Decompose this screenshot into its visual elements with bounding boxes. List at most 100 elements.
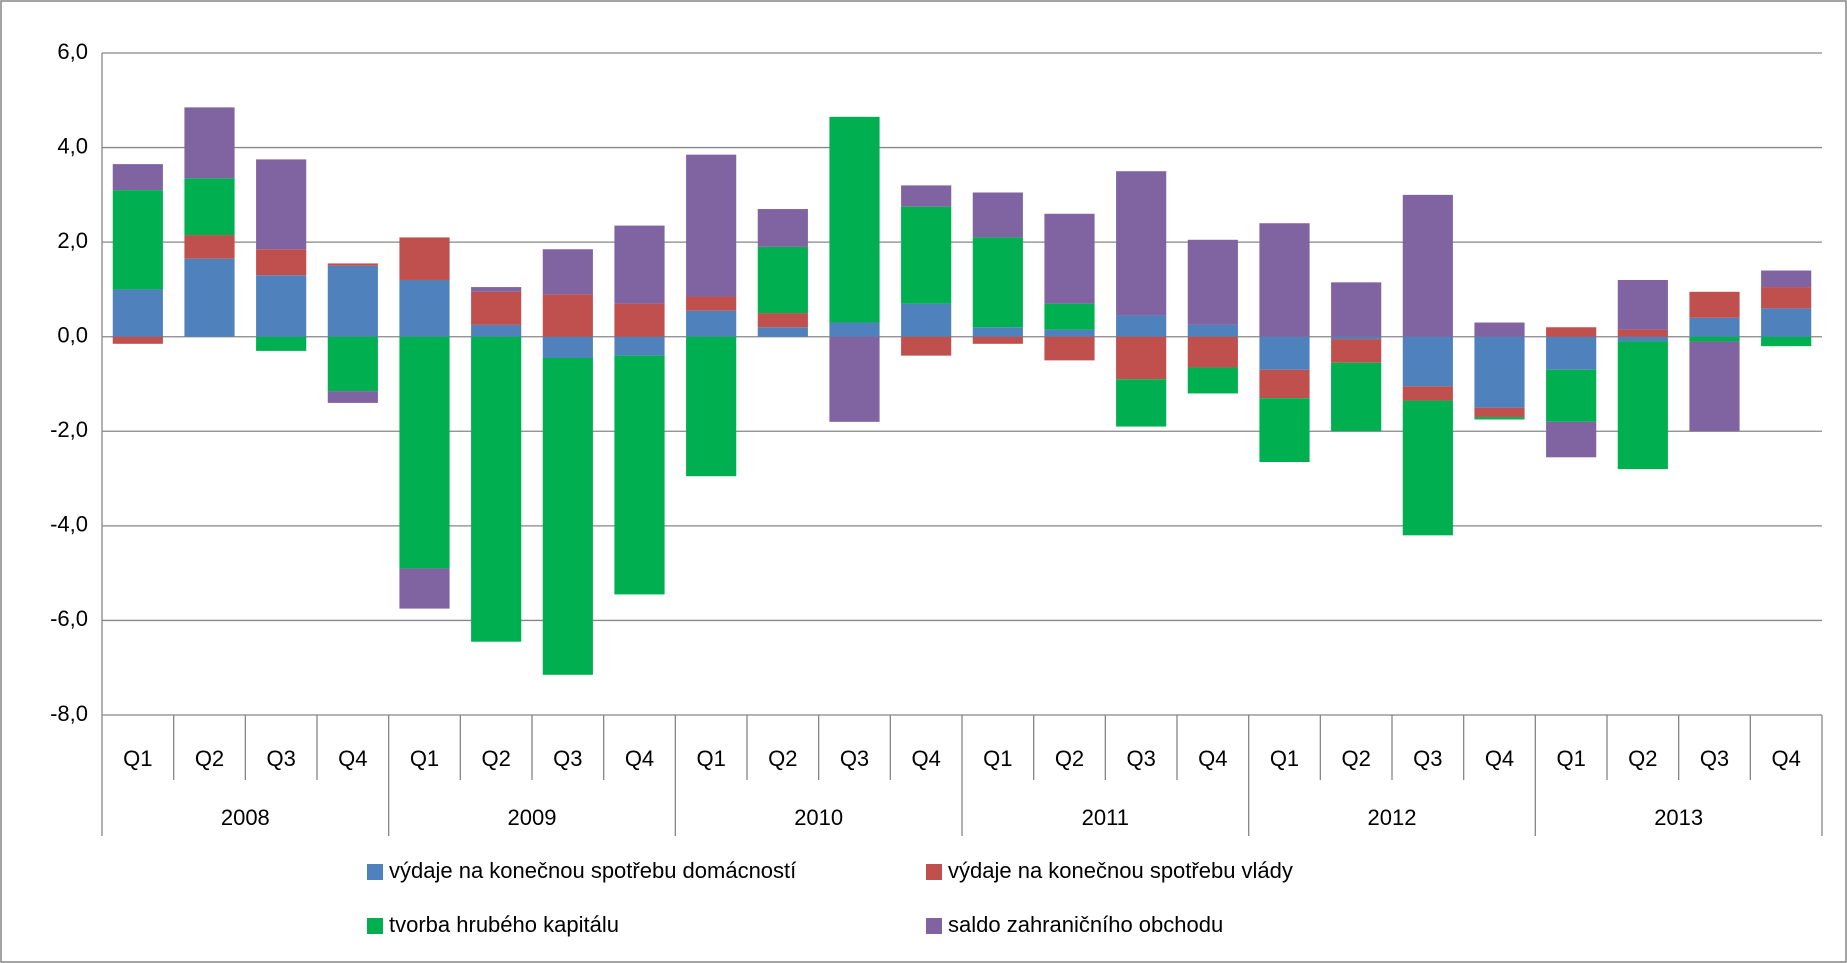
bar-segment <box>184 235 235 259</box>
bar-segment <box>1187 367 1238 394</box>
bar-segment <box>542 336 593 358</box>
bar-segment <box>399 279 450 337</box>
bar-segment <box>112 190 163 290</box>
bar-segment <box>471 324 522 337</box>
legend-swatch <box>367 918 383 934</box>
bar-segment <box>184 178 235 236</box>
bar-segment <box>1689 336 1740 342</box>
y-tick-label: 6,0 <box>57 39 88 64</box>
x-tick-label: Q3 <box>840 746 869 771</box>
bar-segment <box>112 164 163 191</box>
bar-segment <box>1761 270 1812 288</box>
x-tick-label: Q1 <box>1270 746 1299 771</box>
y-tick-label: 4,0 <box>57 133 88 158</box>
x-tick-label: Q2 <box>195 746 224 771</box>
bar-segment <box>1402 194 1453 337</box>
bar-segment <box>1761 336 1812 347</box>
bar-segment <box>1259 336 1310 370</box>
bar-segment <box>327 336 378 392</box>
bar-segment <box>901 303 952 337</box>
bar-segment <box>614 336 665 356</box>
bar-segment <box>471 291 522 325</box>
bar-segment <box>112 289 163 337</box>
bar-segment <box>1187 239 1238 325</box>
bar-segment <box>757 327 808 337</box>
bar-segment <box>686 336 737 477</box>
x-tick-label: Q1 <box>123 746 152 771</box>
x-tick-label: Q1 <box>696 746 725 771</box>
bar-segment <box>1474 417 1525 420</box>
bar-segment <box>829 336 880 422</box>
bar-segment <box>399 336 450 569</box>
bar-segment <box>1689 291 1740 318</box>
bar-segment <box>1116 336 1167 380</box>
bar-segment <box>1259 223 1310 337</box>
bar-segment <box>614 303 665 337</box>
bar-segment <box>1259 369 1310 399</box>
bar-segment <box>686 310 737 337</box>
bar-segment <box>972 237 1023 328</box>
y-tick-label: 0,0 <box>57 323 88 348</box>
bar-segment <box>1402 400 1453 536</box>
bar-segment <box>471 287 522 292</box>
bar-segment <box>1331 362 1382 432</box>
bar-segment <box>686 154 737 297</box>
bar-segment <box>1187 324 1238 337</box>
legend-label: saldo zahraničního obchodu <box>948 912 1223 937</box>
bar-segment <box>1546 421 1597 458</box>
bar-segment <box>327 263 378 266</box>
x-tick-label: Q4 <box>1771 746 1800 771</box>
x-tick-label: Q3 <box>266 746 295 771</box>
bar-segment <box>972 336 1023 344</box>
y-tick-label: -4,0 <box>50 512 88 537</box>
bar-segment <box>1044 213 1095 304</box>
x-tick-label: Q4 <box>911 746 940 771</box>
bar-segment <box>399 568 450 609</box>
bar-segment <box>1044 336 1095 361</box>
bar-segment <box>1044 303 1095 330</box>
bar-segment <box>1116 315 1167 337</box>
y-tick-label: -6,0 <box>50 606 88 631</box>
bar-segment <box>1187 336 1238 368</box>
bar-segment <box>1044 329 1095 337</box>
bar-segment <box>972 192 1023 238</box>
bar-segment <box>542 294 593 337</box>
bar-segment <box>1546 369 1597 422</box>
bar-segment <box>901 206 952 304</box>
bar-segment <box>614 225 665 304</box>
bar-segment <box>256 159 307 250</box>
bar-segment <box>829 116 880 323</box>
bar-segment <box>542 249 593 295</box>
bar-segment <box>757 313 808 328</box>
bar-segment <box>901 336 952 356</box>
bar-segment <box>829 322 880 337</box>
group-label: 2010 <box>794 805 843 830</box>
bar-segment <box>471 336 522 642</box>
legend-swatch <box>926 864 942 880</box>
group-label: 2011 <box>1082 805 1129 830</box>
x-tick-label: Q4 <box>1198 746 1227 771</box>
group-label: 2012 <box>1368 805 1417 830</box>
x-tick-label: Q3 <box>553 746 582 771</box>
legend-swatch <box>367 864 383 880</box>
bar-segment <box>1617 336 1668 342</box>
y-tick-label: 2,0 <box>57 228 88 253</box>
bar-segment <box>757 246 808 314</box>
bar-segment <box>1617 329 1668 337</box>
x-tick-label: Q3 <box>1413 746 1442 771</box>
x-tick-label: Q2 <box>481 746 510 771</box>
x-tick-label: Q4 <box>625 746 654 771</box>
bar-segment <box>184 107 235 179</box>
group-label: 2013 <box>1654 805 1703 830</box>
bar-segment <box>1402 336 1453 387</box>
bar-segment <box>1761 308 1812 337</box>
bar-segment <box>1331 339 1382 363</box>
bar-segment <box>256 275 307 337</box>
x-tick-label: Q1 <box>410 746 439 771</box>
x-tick-label: Q4 <box>338 746 367 771</box>
x-tick-label: Q1 <box>1556 746 1585 771</box>
bar-segment <box>972 327 1023 337</box>
legend-label: výdaje na konečnou spotřebu vlády <box>948 858 1293 883</box>
